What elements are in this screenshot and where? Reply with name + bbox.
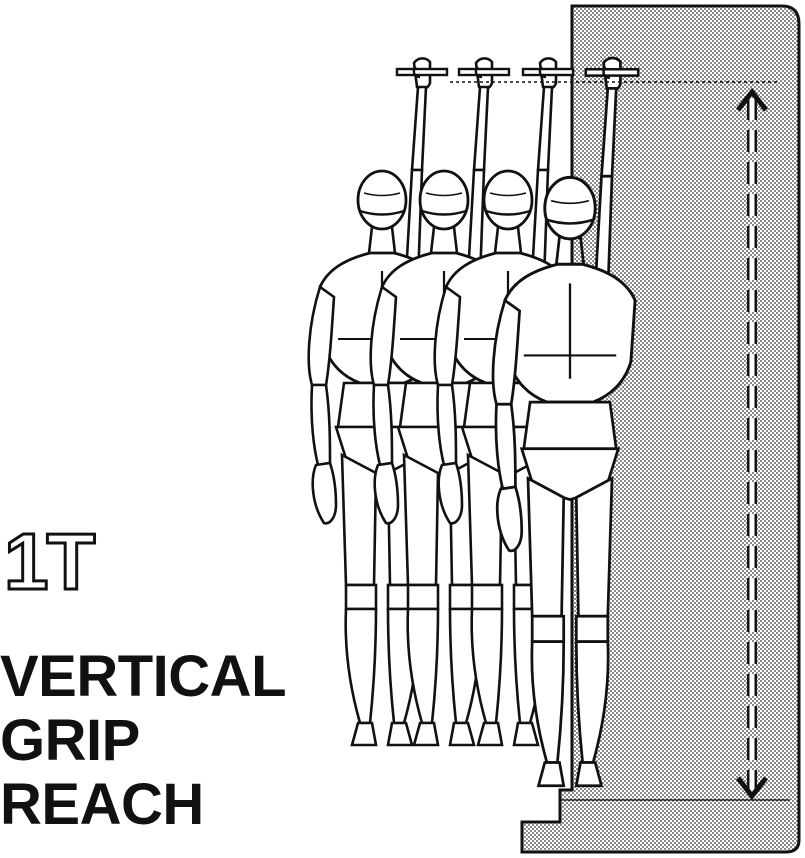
figure-title: VERTICAL GRIP REACH (0, 644, 287, 837)
title-line-2: GRIP (0, 708, 140, 773)
figure-code: 1T (2, 517, 96, 606)
vertical-reach-arrow (736, 87, 768, 801)
title-line-3: REACH (0, 772, 204, 837)
title-line-1: VERTICAL (0, 644, 287, 709)
